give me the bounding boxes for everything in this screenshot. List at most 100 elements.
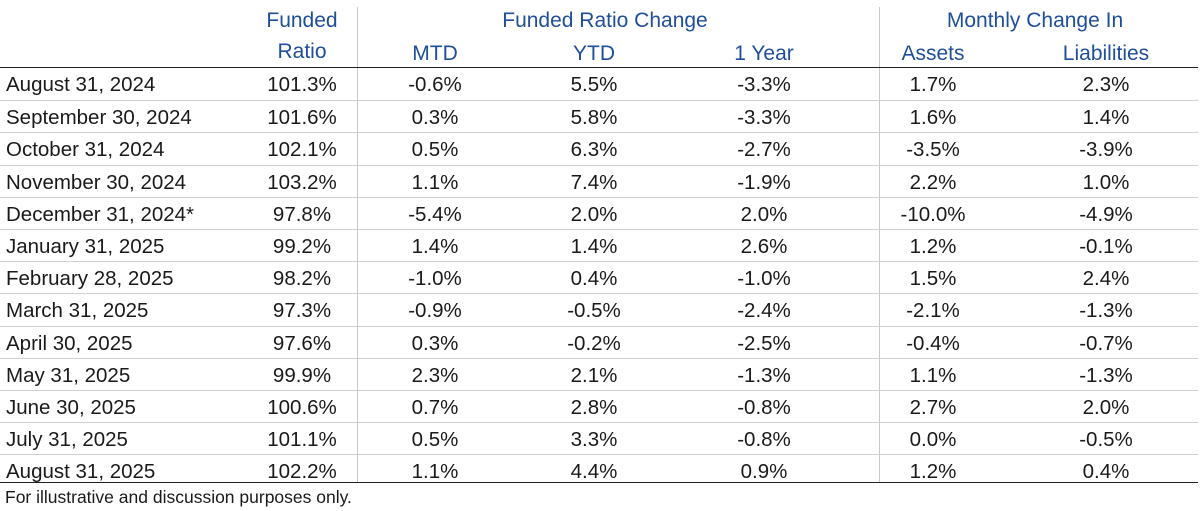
table-row: June 30, 2025 100.6% 0.7% 2.8% -0.8% 2.7% 2.0% — [0, 390, 1198, 423]
cell-liabilities: -1.3% — [1079, 299, 1133, 323]
table-row: December 31, 2024* 97.8% -5.4% 2.0% 2.0% -10.… — [0, 196, 1198, 230]
cell-ytd: 2.8% — [570, 396, 618, 419]
cell-funded-ratio: 102.1% — [267, 138, 337, 162]
header-funded-ratio-line1: Funded — [266, 9, 338, 32]
cell-date: June 30, 2025 — [6, 396, 136, 419]
cell-date: May 31, 2025 — [6, 363, 131, 387]
cell-date: March 31, 2025 — [6, 299, 149, 323]
header-funded-ratio-line2: Ratio — [277, 40, 327, 63]
cell-mtd: 2.3% — [411, 363, 459, 387]
footnote: For illustrative and discussion purposes… — [5, 487, 352, 507]
cell-date: September 30, 2024 — [6, 106, 192, 130]
table-bottom-rule — [0, 482, 1198, 483]
cell-mtd: 0.3% — [411, 106, 459, 130]
table-row: May 31, 2025 99.9% 2.3% 2.1% -1.3% 1.1% -1.3% — [0, 357, 1198, 391]
header-liabilities: Liabilities — [1062, 42, 1150, 65]
cell-assets: 1.5% — [909, 267, 957, 291]
cell-date: October 31, 2024 — [6, 138, 165, 162]
cell-ytd: 0.4% — [570, 267, 618, 291]
cell-liabilities: 0.4% — [1082, 460, 1130, 484]
table-row: April 30, 2025 97.6% 0.3% -0.2% -2.5% -0.4% -0… — [0, 325, 1198, 359]
cell-mtd: 0.7% — [411, 396, 459, 419]
cell-ytd: 2.1% — [570, 363, 618, 387]
cell-ytd: -0.2% — [567, 331, 621, 355]
column-divider-change — [879, 7, 880, 483]
cell-mtd: 0.5% — [411, 138, 459, 162]
cell-ytd: 5.5% — [570, 73, 618, 96]
cell-ytd: 7.4% — [570, 170, 618, 194]
table-row: July 31, 2025 101.1% 0.5% 3.3% -0.8% 0.0% -0.5… — [0, 422, 1198, 455]
table-row: August 31, 2025 102.2% 1.1% 4.4% 0.9% 1.2% 0.4… — [0, 454, 1198, 487]
cell-1-year: -2.7% — [737, 138, 791, 162]
cell-liabilities: 2.4% — [1082, 267, 1130, 291]
cell-ytd: 1.4% — [570, 235, 618, 258]
cell-1-year: -0.8% — [737, 428, 791, 452]
header-ytd: YTD — [573, 42, 615, 65]
cell-ytd: 6.3% — [570, 138, 618, 162]
cell-liabilities: 2.0% — [1082, 396, 1130, 419]
cell-funded-ratio: 101.1% — [267, 428, 337, 452]
table-row: November 30, 2024 103.2% 1.1% 7.4% -1.9% 2.2%… — [0, 164, 1198, 198]
cell-1-year: -3.3% — [737, 106, 791, 130]
cell-assets: 1.1% — [909, 363, 957, 387]
cell-assets: 1.7% — [909, 73, 957, 96]
cell-funded-ratio: 99.2% — [272, 235, 332, 258]
cell-ytd: 5.8% — [570, 106, 618, 130]
cell-liabilities: -0.1% — [1079, 235, 1133, 258]
cell-mtd: 0.5% — [411, 428, 459, 452]
cell-1-year: 0.9% — [740, 460, 788, 484]
cell-funded-ratio: 98.2% — [272, 267, 332, 291]
header-1-year: 1 Year — [734, 42, 794, 65]
cell-1-year: -2.5% — [737, 331, 791, 355]
cell-1-year: -1.0% — [737, 267, 791, 291]
table-row: August 31, 2024 101.3% -0.6% 5.5% -3.3% 1.7% 2… — [0, 68, 1198, 100]
cell-assets: -2.1% — [906, 299, 960, 323]
cell-mtd: -0.9% — [408, 299, 462, 323]
header-assets: Assets — [901, 42, 965, 65]
cell-liabilities: -4.9% — [1079, 202, 1133, 226]
cell-date: January 31, 2025 — [6, 235, 165, 258]
cell-funded-ratio: 103.2% — [267, 170, 337, 194]
cell-1-year: -1.9% — [737, 170, 791, 194]
cell-1-year: 2.6% — [740, 235, 788, 258]
cell-ytd: -0.5% — [567, 299, 621, 323]
header-monthly-change-in: Monthly Change In — [946, 9, 1124, 32]
cell-mtd: -5.4% — [408, 202, 462, 226]
cell-assets: 1.6% — [909, 106, 957, 130]
cell-liabilities: 2.3% — [1082, 73, 1130, 96]
cell-assets: 0.0% — [909, 428, 957, 452]
column-divider-funded-ratio — [357, 7, 358, 483]
cell-funded-ratio: 102.2% — [267, 460, 337, 484]
cell-date: November 30, 2024 — [6, 170, 187, 194]
cell-mtd: 1.4% — [411, 235, 459, 258]
table-row: September 30, 2024 101.6% 0.3% 5.8% -3.3% 1.6… — [0, 100, 1198, 133]
cell-date: August 31, 2024 — [6, 73, 156, 96]
cell-liabilities: -0.5% — [1079, 428, 1133, 452]
cell-1-year: -0.8% — [737, 396, 791, 419]
cell-ytd: 2.0% — [570, 202, 618, 226]
cell-date: December 31, 2024* — [6, 202, 195, 226]
cell-mtd: -1.0% — [408, 267, 462, 291]
cell-assets: -0.4% — [906, 331, 960, 355]
cell-liabilities: 1.4% — [1082, 106, 1130, 130]
cell-1-year: -2.4% — [737, 299, 791, 323]
cell-date: July 31, 2025 — [6, 428, 128, 452]
cell-1-year: 2.0% — [740, 202, 788, 226]
header-mtd: MTD — [412, 42, 458, 65]
cell-funded-ratio: 101.6% — [267, 106, 337, 130]
cell-assets: 2.7% — [909, 396, 957, 419]
header-rule — [0, 67, 1198, 68]
cell-ytd: 3.3% — [570, 428, 618, 452]
cell-mtd: 1.1% — [411, 170, 459, 194]
cell-funded-ratio: 99.9% — [272, 363, 332, 387]
cell-mtd: 1.1% — [411, 460, 459, 484]
cell-liabilities: -1.3% — [1079, 363, 1133, 387]
cell-liabilities: -0.7% — [1079, 331, 1133, 355]
cell-mtd: -0.6% — [408, 73, 462, 96]
cell-liabilities: -3.9% — [1079, 138, 1133, 162]
cell-mtd: 0.3% — [411, 331, 459, 355]
cell-date: February 28, 2025 — [6, 267, 174, 291]
cell-date: April 30, 2025 — [6, 331, 133, 355]
cell-1-year: -3.3% — [737, 73, 791, 96]
cell-assets: 1.2% — [909, 460, 957, 484]
